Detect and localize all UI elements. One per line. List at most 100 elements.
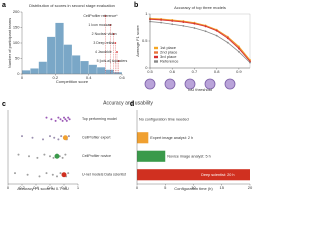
annotation-dot [116, 51, 118, 53]
point [249, 61, 251, 64]
bar-label: Deep scientist: 20 h [201, 173, 234, 177]
hist-bar [46, 36, 56, 75]
x-tick-label: 0.7 [192, 69, 198, 74]
strip-point [67, 135, 70, 138]
legend-swatch [154, 46, 158, 50]
x-tick-label: 0.6 [119, 75, 125, 80]
point [226, 37, 229, 40]
strip-point [31, 136, 34, 139]
hist-bar [38, 61, 48, 75]
x-tick-label: 0.8 [214, 69, 220, 74]
strip-point [67, 172, 70, 175]
strip-point [57, 116, 60, 119]
iou-thumbnails [144, 78, 236, 90]
y-tick-label: 150 [13, 25, 20, 30]
hist-bar [105, 69, 114, 75]
series-line [149, 18, 251, 62]
strip-point [54, 119, 57, 122]
point [160, 19, 163, 21]
point [171, 20, 174, 22]
annotation: 3 Deep retina [93, 41, 114, 45]
strip-point [68, 118, 71, 121]
annotation-dot [104, 15, 107, 17]
legend-swatch [154, 60, 158, 63]
x-tick-label: 0.2 [53, 75, 59, 80]
strip-point [65, 119, 68, 122]
x-tick-label: 15 [220, 185, 225, 190]
strip-point [42, 138, 44, 141]
strip-point [67, 116, 70, 119]
figure: a b c d Accuracy and usability Distribut… [2, 2, 253, 191]
strip-point [57, 138, 60, 141]
annotation: 5 [ods.ai] topcoders [97, 59, 128, 63]
strip-point [28, 155, 30, 158]
x-tick-label: 0.4 [86, 75, 92, 80]
x-tick-label: 1 [77, 185, 80, 190]
series-line [149, 19, 251, 62]
point [215, 29, 218, 32]
bar-label: Expert image analyst: 2 h [150, 136, 193, 140]
annotation: 2 Nuclear vision [92, 32, 117, 36]
hist-bar [113, 72, 123, 75]
y-tick-label: 200 [13, 9, 20, 14]
x-tick-label: 10 [191, 185, 196, 190]
strip-point [64, 118, 67, 121]
annotation-dot [114, 42, 117, 44]
legend-swatch [154, 51, 158, 54]
strip-point [49, 135, 51, 138]
x-axis-label: Accuracy F1 score at 0.7 IoU [17, 186, 69, 191]
bar [137, 150, 166, 162]
point [226, 41, 229, 44]
hist-bar [80, 60, 89, 75]
x-tick-label: 5 [164, 185, 167, 190]
point [171, 23, 174, 26]
panel-label: d [130, 101, 134, 108]
panel-label: b [134, 2, 138, 9]
point [204, 25, 207, 28]
y-tick-label: 0.5 [142, 38, 148, 43]
point [193, 22, 196, 25]
row-label: U-net models Data scientist [82, 173, 126, 177]
annotation-dot [112, 33, 115, 35]
legend-label: 1st place [160, 45, 177, 50]
row-label: Top performing model [82, 117, 117, 121]
highlight-point [62, 135, 68, 141]
strip-point [21, 135, 23, 138]
annotation: CellProfiler reference* [83, 14, 118, 18]
y-axis-label: Number of participant teams [7, 18, 12, 68]
annotation: 1 Icon mozsaw [88, 23, 112, 27]
strip-point [36, 156, 39, 159]
annotation-dot [109, 24, 112, 26]
strip-point [17, 153, 20, 156]
annotation-dot [117, 60, 120, 62]
legend-label: Reference [160, 59, 179, 64]
y-tick-label: 1 [145, 11, 148, 16]
strip-point [50, 118, 53, 121]
series-line [149, 21, 251, 63]
strip-point [56, 175, 58, 178]
x-tick-label: 0 [21, 75, 24, 80]
y-tick-label: 50 [15, 56, 20, 61]
row-label: CellProfiler expert [82, 136, 111, 140]
point [237, 47, 240, 50]
y-tick-label: 0 [145, 65, 148, 70]
series-line [149, 17, 251, 61]
legend-label: 2nd place [160, 50, 178, 55]
y-axis-label: Average F1 score [135, 24, 140, 56]
x-tick-label: 0 [7, 185, 10, 190]
x-tick-label: 0.4 [33, 185, 39, 190]
x-tick-label: 0 [136, 185, 139, 190]
point [160, 21, 163, 24]
x-tick-label: 0.9 [236, 69, 242, 74]
hist-bar [21, 70, 31, 75]
point [215, 34, 218, 37]
hist-bar [71, 55, 81, 75]
strip-point [64, 153, 67, 156]
strip-point [59, 118, 62, 121]
panel-label: c [2, 101, 6, 108]
point [182, 21, 185, 23]
x-tick-label: 0.6 [169, 69, 175, 74]
annotation: 4 Jacobkie [95, 50, 112, 54]
bar [137, 169, 250, 181]
strip-point [45, 116, 48, 119]
